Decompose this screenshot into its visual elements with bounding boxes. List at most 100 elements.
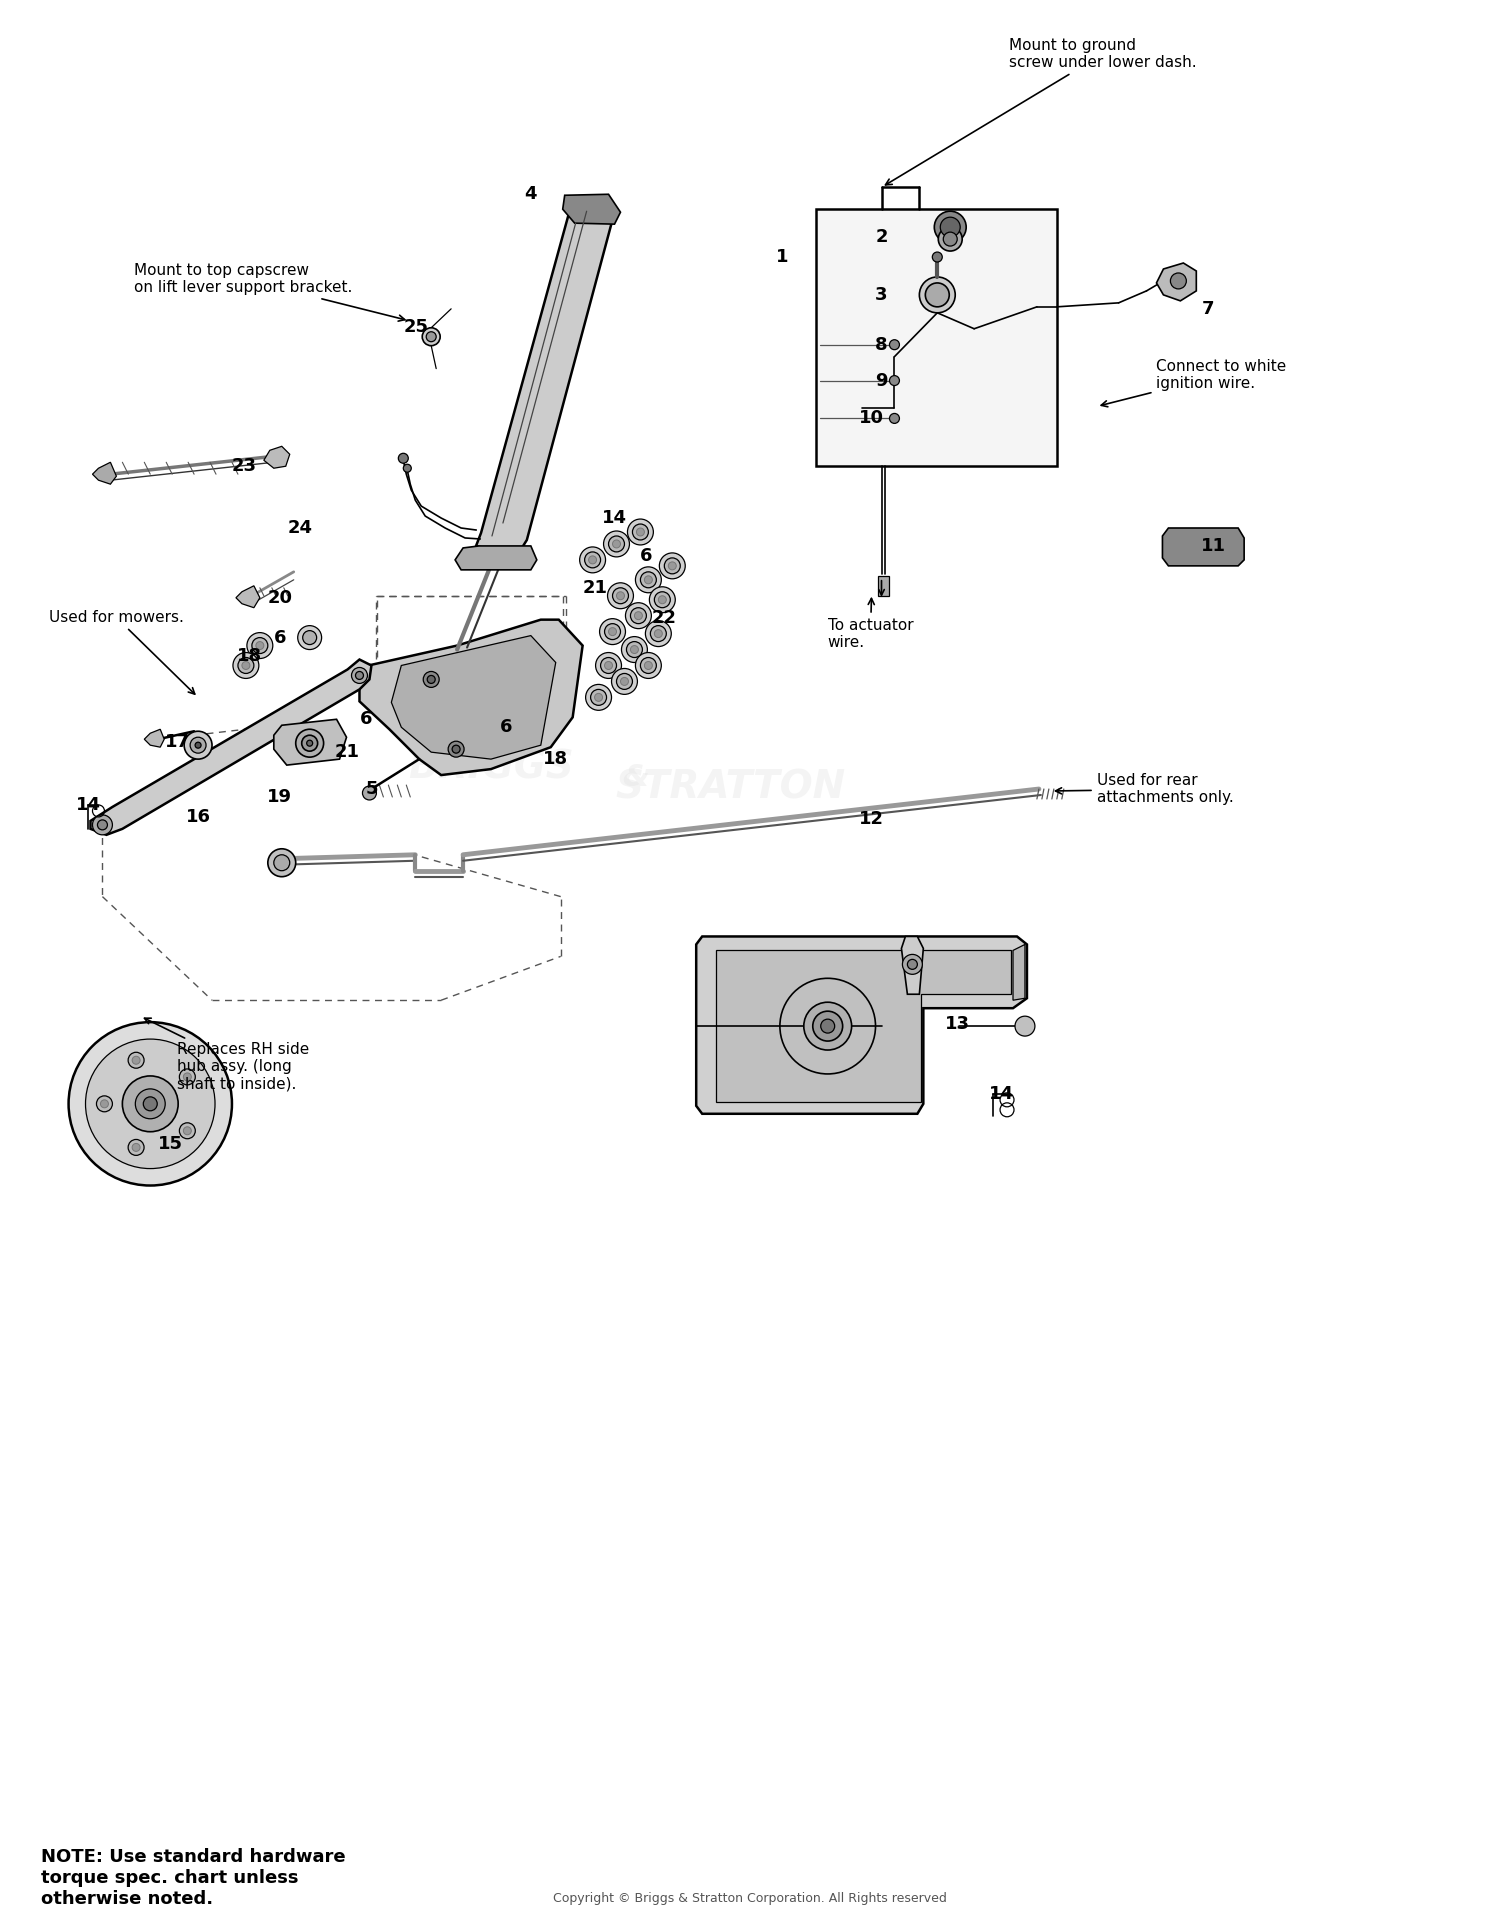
Circle shape (591, 688, 606, 706)
Circle shape (627, 642, 642, 658)
Circle shape (128, 1140, 144, 1156)
Circle shape (664, 558, 681, 573)
Text: 6: 6 (500, 719, 512, 737)
Polygon shape (360, 619, 582, 775)
Circle shape (616, 592, 624, 600)
Circle shape (422, 327, 440, 346)
Circle shape (890, 413, 900, 423)
Circle shape (183, 1127, 192, 1135)
Circle shape (627, 519, 654, 544)
Polygon shape (902, 937, 924, 994)
Circle shape (621, 637, 648, 663)
Circle shape (399, 454, 408, 463)
Text: 16: 16 (186, 808, 210, 825)
Text: 14: 14 (988, 1085, 1014, 1104)
Text: 5: 5 (364, 781, 378, 798)
Text: 13: 13 (945, 1015, 969, 1033)
Circle shape (427, 675, 435, 683)
Text: 15: 15 (158, 1135, 183, 1152)
Circle shape (144, 1096, 158, 1111)
Circle shape (268, 848, 296, 877)
Polygon shape (264, 446, 290, 467)
Circle shape (640, 571, 657, 588)
Circle shape (302, 735, 318, 752)
Polygon shape (476, 198, 615, 556)
Circle shape (645, 662, 652, 669)
Circle shape (256, 642, 264, 650)
Polygon shape (274, 719, 346, 765)
Circle shape (612, 588, 628, 604)
Circle shape (609, 537, 624, 552)
Circle shape (920, 277, 956, 313)
Circle shape (654, 629, 663, 638)
Text: 10: 10 (859, 410, 883, 427)
Circle shape (640, 658, 657, 673)
Text: 14: 14 (602, 510, 627, 527)
Text: &: & (622, 763, 648, 792)
Circle shape (890, 340, 900, 350)
Text: Connect to white
ignition wire.: Connect to white ignition wire. (1101, 360, 1287, 408)
Text: STRATTON: STRATTON (615, 767, 844, 806)
Circle shape (426, 333, 436, 342)
Circle shape (600, 619, 625, 644)
Circle shape (242, 662, 250, 669)
Circle shape (636, 652, 662, 679)
Circle shape (232, 652, 260, 679)
Circle shape (944, 233, 957, 246)
Circle shape (132, 1144, 140, 1152)
Circle shape (448, 740, 464, 758)
Circle shape (612, 669, 638, 694)
Bar (816, 210, 1058, 465)
Circle shape (609, 627, 616, 637)
Circle shape (934, 212, 966, 242)
Circle shape (821, 1019, 834, 1033)
Circle shape (645, 621, 672, 646)
Circle shape (616, 673, 633, 688)
Text: 2: 2 (876, 229, 888, 246)
Circle shape (180, 1069, 195, 1085)
Polygon shape (454, 546, 537, 569)
Text: 8: 8 (874, 337, 888, 354)
Text: 12: 12 (859, 810, 883, 829)
Circle shape (650, 587, 675, 613)
Text: 1: 1 (776, 248, 788, 265)
Circle shape (630, 608, 646, 623)
Circle shape (908, 960, 918, 969)
Circle shape (128, 1052, 144, 1067)
Circle shape (579, 546, 606, 573)
Text: Used for rear
attachments only.: Used for rear attachments only. (1056, 773, 1233, 806)
Text: 14: 14 (76, 796, 101, 813)
Circle shape (183, 1073, 192, 1081)
Text: Used for mowers.: Used for mowers. (48, 610, 195, 694)
Circle shape (645, 575, 652, 585)
Circle shape (585, 685, 612, 710)
Circle shape (621, 677, 628, 685)
Circle shape (184, 731, 211, 760)
Circle shape (940, 217, 960, 237)
Circle shape (939, 227, 962, 252)
Circle shape (297, 625, 321, 650)
Circle shape (813, 1011, 843, 1040)
Circle shape (1170, 273, 1186, 288)
Text: NOTE: Use standard hardware
torque spec. chart unless
otherwise noted.: NOTE: Use standard hardware torque spec.… (40, 1848, 345, 1908)
Circle shape (658, 596, 666, 604)
Text: Copyright © Briggs & Stratton Corporation. All Rights reserved: Copyright © Briggs & Stratton Corporatio… (554, 1892, 946, 1906)
Text: To actuator
wire.: To actuator wire. (828, 598, 914, 650)
Circle shape (351, 667, 368, 683)
Text: 24: 24 (286, 519, 312, 537)
Circle shape (600, 658, 616, 673)
Polygon shape (90, 660, 372, 835)
Circle shape (669, 562, 676, 569)
Text: 3: 3 (876, 287, 888, 304)
Circle shape (98, 819, 108, 831)
Circle shape (356, 671, 363, 679)
Circle shape (69, 1023, 232, 1185)
Circle shape (926, 283, 950, 308)
Circle shape (248, 633, 273, 658)
Circle shape (604, 623, 621, 640)
Circle shape (594, 694, 603, 702)
Text: 4: 4 (525, 185, 537, 204)
Polygon shape (1162, 529, 1244, 565)
Text: 21: 21 (334, 742, 360, 762)
Text: 7: 7 (1202, 300, 1215, 317)
